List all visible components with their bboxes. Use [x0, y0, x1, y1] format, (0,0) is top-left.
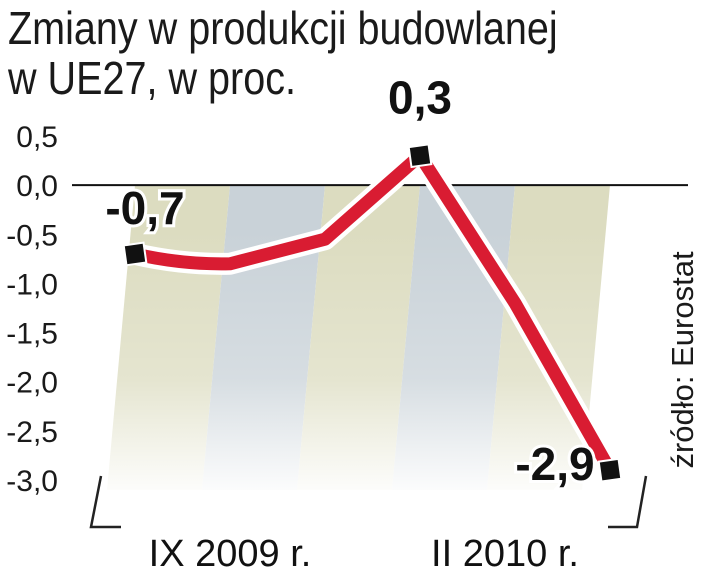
y-tick-label: -2,0 — [6, 367, 58, 400]
data-point-marker — [122, 241, 148, 267]
x-bracket-right — [608, 475, 648, 529]
x-axis: IX 2009 r. II 2010 r. — [149, 533, 579, 575]
chart-title-line-2: w UE27, w proc. — [8, 52, 297, 104]
y-axis: 0,5 0,0 -0,5 -1,0 -1,5 -2,0 -2,5 -3,0 — [6, 121, 58, 498]
y-tick-label: 0,5 — [16, 121, 58, 154]
y-tick-label: -0,5 — [6, 219, 58, 252]
data-markers — [122, 143, 623, 483]
data-labels: -0,7 0,3 -2,9 — [102, 69, 597, 494]
y-tick-label: 0,0 — [16, 170, 58, 203]
y-tick-label: -1,5 — [6, 318, 58, 351]
data-point-marker — [597, 457, 623, 483]
chart-title-line-1: Zmiany w produkcji budowlanej — [8, 2, 558, 54]
y-tick-label: -3,0 — [6, 465, 58, 498]
y-tick-label: -2,5 — [6, 416, 58, 449]
x-axis-brackets — [89, 475, 648, 529]
source-label: źródło: Eurostat — [665, 251, 700, 469]
data-point-marker — [407, 143, 433, 169]
x-tick-label: IX 2009 r. — [149, 533, 312, 575]
data-label: -2,9 — [515, 438, 594, 490]
x-bracket-left — [89, 475, 121, 529]
y-tick-label: -1,0 — [6, 268, 58, 301]
series-line — [128, 149, 617, 477]
data-label: -0,7 — [105, 182, 184, 234]
data-label: 0,3 — [388, 72, 452, 124]
x-tick-label: II 2010 r. — [431, 533, 579, 575]
